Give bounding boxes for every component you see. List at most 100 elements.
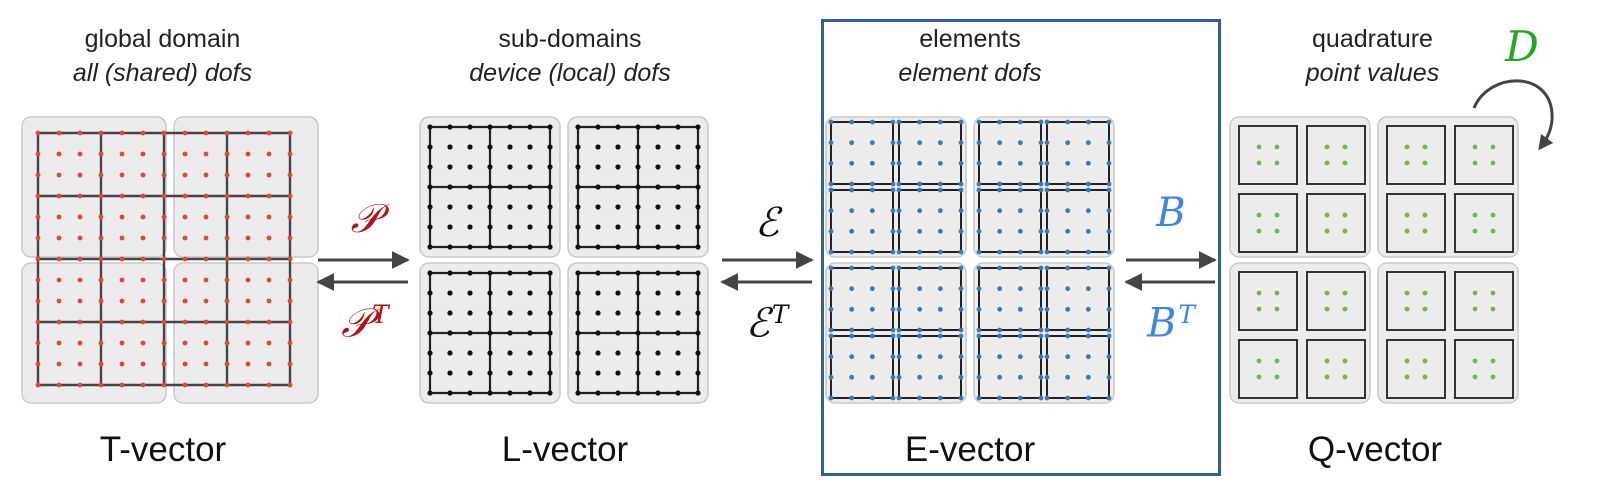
- l-dof-dot: [675, 224, 680, 229]
- t-dof-dot: [78, 320, 83, 325]
- t-dof-dot: [99, 362, 104, 367]
- t-dof-dot: [204, 215, 209, 220]
- t-dof-dot: [204, 299, 209, 304]
- l-dof-dot: [635, 290, 640, 295]
- l-dof-dot: [655, 310, 660, 315]
- t-dof-dot: [120, 215, 125, 220]
- t-dof-dot: [288, 152, 293, 157]
- t-dof-dot: [267, 152, 272, 157]
- t-dof-dot: [120, 383, 125, 388]
- q-group-bg: [1378, 263, 1518, 403]
- t-dof-dot: [246, 320, 251, 325]
- t-dof-dot: [246, 236, 251, 241]
- t-dof-dot: [162, 257, 167, 262]
- t-dof-dot: [288, 278, 293, 283]
- t-dof-dot: [99, 299, 104, 304]
- t-dof-dot: [162, 194, 167, 199]
- q-point-dot: [1491, 145, 1496, 150]
- t-dof-dot: [99, 173, 104, 178]
- l-dof-dot: [675, 290, 680, 295]
- q-point-dot: [1405, 307, 1410, 312]
- t-dof-dot: [246, 299, 251, 304]
- l-dof-dot: [487, 204, 492, 209]
- t-dof-dot: [57, 236, 62, 241]
- q-point-dot: [1343, 359, 1348, 364]
- t-dof-dot: [141, 173, 146, 178]
- l-dof-dot: [615, 184, 620, 189]
- t-dof-dot: [162, 131, 167, 136]
- l-dof-dot: [695, 370, 700, 375]
- t-dof-dot: [120, 257, 125, 262]
- q-point-dot: [1257, 229, 1262, 234]
- q-group-bg: [1378, 117, 1518, 257]
- t-dof-dot: [267, 236, 272, 241]
- l-dof-dot: [575, 390, 580, 395]
- t-dof-dot: [36, 131, 41, 136]
- t-dof-dot: [225, 278, 230, 283]
- e-transpose-label: ℰT: [722, 300, 812, 347]
- t-dof-dot: [183, 194, 188, 199]
- l-dof-dot: [467, 310, 472, 315]
- q-point-dot: [1343, 307, 1348, 312]
- l-dof-dot: [427, 144, 432, 149]
- l-dof-dot: [427, 124, 432, 129]
- l-dof-dot: [507, 270, 512, 275]
- l-dof-dot: [487, 350, 492, 355]
- t-dof-dot: [267, 215, 272, 220]
- l-dof-dot: [527, 310, 532, 315]
- l-dof-dot: [615, 204, 620, 209]
- t-dof-dot: [78, 215, 83, 220]
- e-operator-label: ℰ: [722, 200, 812, 246]
- l-dof-dot: [675, 350, 680, 355]
- t-dof-dot: [225, 173, 230, 178]
- l-dof-dot: [487, 184, 492, 189]
- t-dof-dot: [246, 362, 251, 367]
- p-operator-label: 𝒫: [320, 196, 410, 242]
- l-dof-dot: [527, 204, 532, 209]
- l-dof-dot: [655, 224, 660, 229]
- l-dof-dot: [595, 330, 600, 335]
- l-dof-dot: [675, 370, 680, 375]
- l-dof-dot: [427, 270, 432, 275]
- l-dof-dot: [655, 290, 660, 295]
- l-dof-dot: [695, 184, 700, 189]
- l-dof-dot: [467, 244, 472, 249]
- q-point-dot: [1473, 291, 1478, 296]
- q-point-dot: [1423, 145, 1428, 150]
- l-dof-dot: [675, 330, 680, 335]
- q-point-dot: [1405, 291, 1410, 296]
- q-point-dot: [1491, 229, 1496, 234]
- t-dof-dot: [120, 194, 125, 199]
- l-dof-dot: [615, 330, 620, 335]
- q-point-dot: [1473, 375, 1478, 380]
- l-dof-dot: [655, 164, 660, 169]
- l-dof-dot: [547, 184, 552, 189]
- t-dof-dot: [288, 236, 293, 241]
- t-dof-dot: [225, 131, 230, 136]
- l-dof-dot: [447, 330, 452, 335]
- t-dof-dot: [36, 341, 41, 346]
- l-dof-dot: [547, 124, 552, 129]
- l-dof-dot: [547, 330, 552, 335]
- q-point-dot: [1275, 291, 1280, 296]
- t-dof-dot: [141, 341, 146, 346]
- t-dof-dot: [183, 383, 188, 388]
- t-dof-dot: [288, 362, 293, 367]
- l-dof-dot: [507, 224, 512, 229]
- q-point-dot: [1343, 229, 1348, 234]
- l-dof-dot: [487, 390, 492, 395]
- l-dof-dot: [675, 124, 680, 129]
- l-dof-dot: [447, 390, 452, 395]
- l-dof-dot: [447, 124, 452, 129]
- q-point-dot: [1423, 229, 1428, 234]
- t-dof-dot: [288, 215, 293, 220]
- l-dof-dot: [527, 350, 532, 355]
- q-point-dot: [1491, 359, 1496, 364]
- t-dof-dot: [162, 341, 167, 346]
- l-dof-dot: [575, 224, 580, 229]
- t-dof-dot: [120, 320, 125, 325]
- t-dof-dot: [225, 341, 230, 346]
- t-dof-dot: [204, 362, 209, 367]
- q-point-dot: [1423, 307, 1428, 312]
- l-dof-dot: [447, 144, 452, 149]
